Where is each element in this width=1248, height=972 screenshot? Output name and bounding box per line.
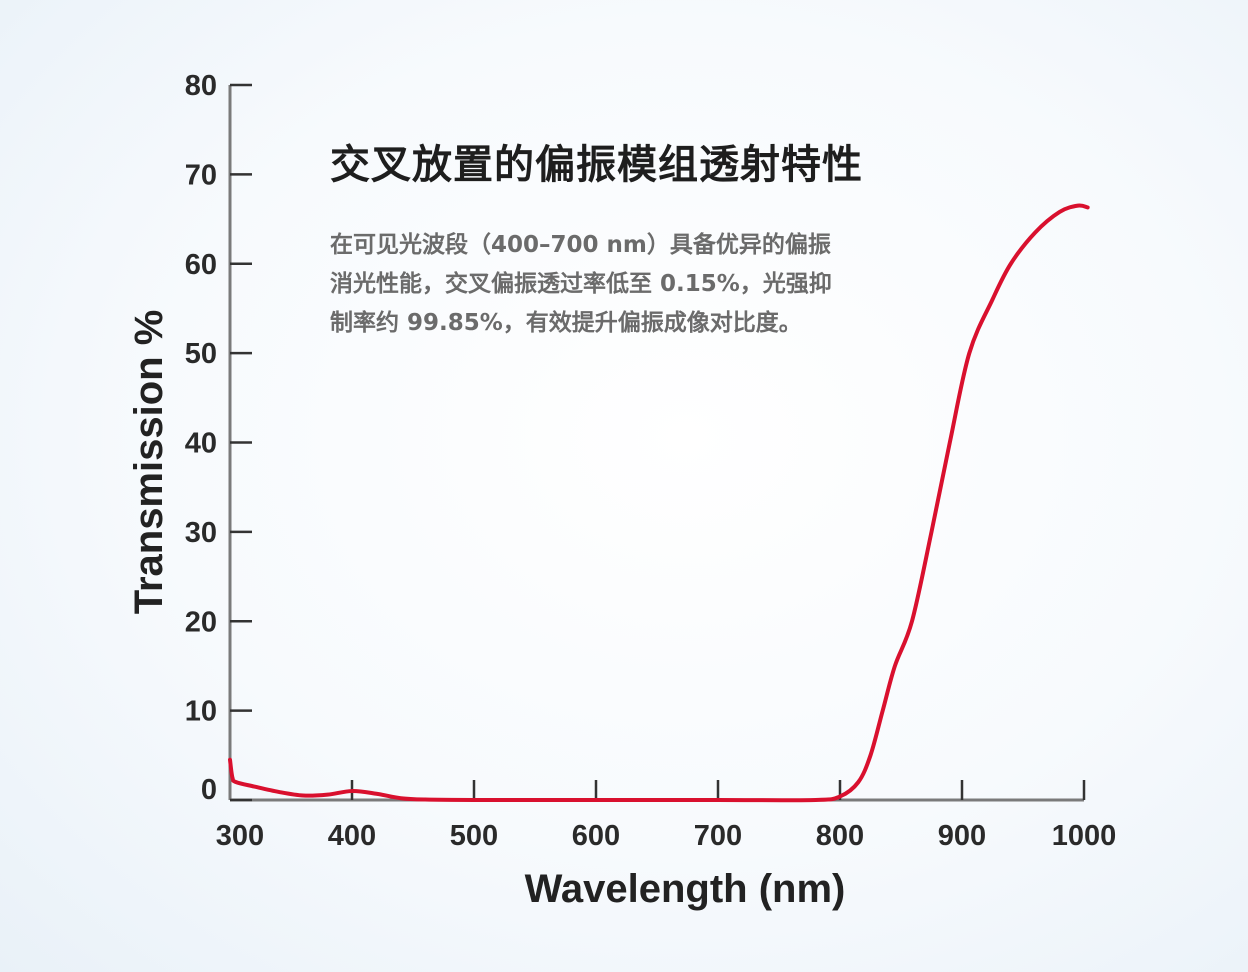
transmission-curve <box>228 203 1090 803</box>
y-tick-label: 0 <box>201 774 217 806</box>
axes <box>228 85 1084 802</box>
chart-annotation: 在可见光波段（400–700 nm）具备优异的偏振消光性能，交叉偏振透过率低至 … <box>330 232 832 336</box>
y-tick-label: 10 <box>185 696 217 728</box>
y-tick-label: 30 <box>185 517 217 549</box>
y-axis-title: Transmission % <box>127 310 171 615</box>
x-tick-label: 300 <box>216 820 264 852</box>
x-tick-label: 500 <box>450 820 498 852</box>
x-tick-label: 400 <box>328 820 376 852</box>
y-tick-label: 70 <box>185 159 217 191</box>
y-tick-label: 20 <box>185 606 217 638</box>
x-tick-label: 800 <box>816 820 864 852</box>
x-tick-label: 700 <box>694 820 742 852</box>
y-tick-label: 50 <box>185 338 217 370</box>
y-tick-label: 40 <box>185 428 217 460</box>
x-tick-label: 1000 <box>1052 820 1117 852</box>
x-axis-title: Wavelength (nm) <box>525 867 846 911</box>
y-tick-label: 80 <box>185 70 217 102</box>
x-tick-label: 600 <box>572 820 620 852</box>
chart-title: 交叉放置的偏振模组透射特性 <box>330 142 863 188</box>
x-tick-label: 900 <box>938 820 986 852</box>
y-tick-label: 60 <box>185 249 217 281</box>
